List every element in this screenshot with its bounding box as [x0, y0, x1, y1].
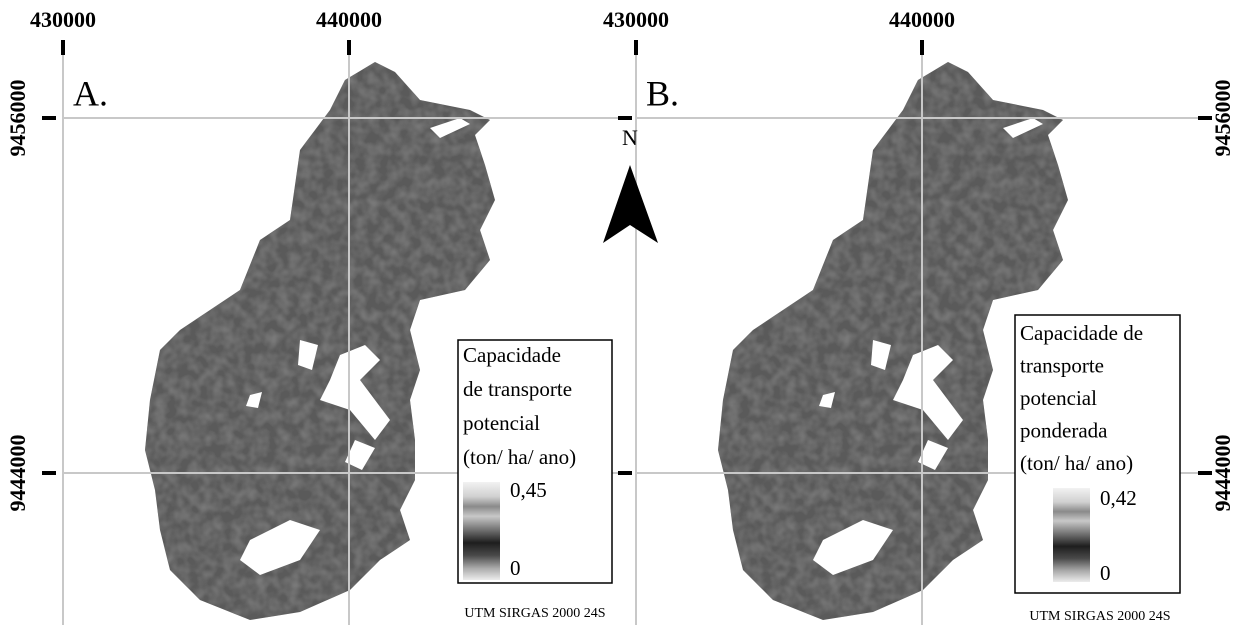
y-tick-label: 9456000 — [1210, 80, 1235, 157]
projection-label: UTM SIRGAS 2000 24S — [1029, 609, 1170, 624]
x-tick-label: 440000 — [889, 7, 955, 32]
x-tick-label: 440000 — [316, 7, 382, 32]
legend-ramp — [463, 482, 500, 580]
legend-title: transporte — [1020, 353, 1104, 377]
legend-title: potencial — [463, 411, 540, 435]
legend-title: Capacidade — [463, 343, 561, 367]
legend-title: (ton/ ha/ ano) — [463, 445, 576, 469]
panel-label: A. — [73, 73, 108, 113]
legend-min: 0 — [510, 556, 521, 580]
legend-max: 0,45 — [510, 478, 547, 502]
legend-ramp — [1053, 488, 1090, 582]
legend-title: (ton/ ha/ ano) — [1020, 451, 1133, 475]
legend-title: potencial — [1020, 386, 1097, 410]
legend-title: Capacidade de — [1020, 321, 1143, 345]
x-tick-label: 430000 — [30, 7, 96, 32]
y-tick-label: 9444000 — [1210, 435, 1235, 512]
north-arrow — [603, 165, 658, 243]
legend-title: de transporte — [463, 377, 572, 401]
legend-max: 0,42 — [1100, 486, 1137, 510]
y-tick-label: 9456000 — [5, 80, 30, 157]
projection-label: UTM SIRGAS 2000 24S — [464, 606, 605, 621]
map-figure: 9456000 9444000 430000 440000 A. Capacidade de… — [0, 0, 1240, 625]
map-panel: 9456000 9444000 430000 440000 B. Capacidade d… — [603, 7, 1235, 625]
x-tick-label: 430000 — [603, 7, 669, 32]
map-panel: 9456000 9444000 430000 440000 A. Capacidade de… — [5, 7, 632, 625]
legend-min: 0 — [1100, 561, 1111, 585]
panel-label: B. — [646, 73, 679, 113]
basin-map — [145, 62, 495, 620]
legend-title: ponderada — [1020, 418, 1108, 442]
y-tick-label: 9444000 — [5, 435, 30, 512]
north-label: N — [622, 125, 638, 150]
